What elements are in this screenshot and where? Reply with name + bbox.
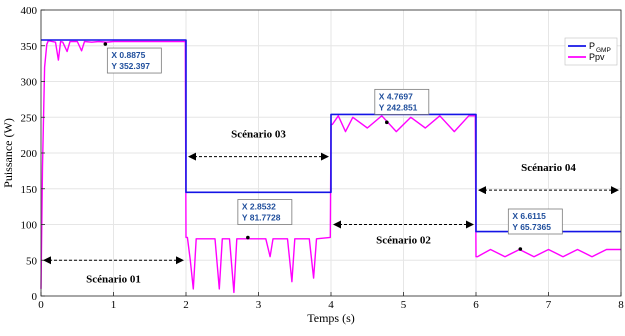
scenario-label: Scénario 01 <box>86 273 141 285</box>
datatip-marker <box>103 42 108 46</box>
legend-label: P <box>589 41 595 51</box>
datatip-y: Y 65.7365 <box>512 222 551 232</box>
series-layer <box>40 39 621 294</box>
x-tick-label: 5 <box>401 299 407 311</box>
y-tick-label: 0 <box>32 291 38 303</box>
y-tick-label: 50 <box>26 255 38 267</box>
y-tick-label: 400 <box>21 5 38 17</box>
y-tick-label: 250 <box>21 112 38 124</box>
scenario-label: Scénario 04 <box>521 162 576 174</box>
legend-label: Ppv <box>589 52 605 62</box>
x-tick-label: 6 <box>473 299 479 311</box>
y-tick-label: 300 <box>21 77 38 89</box>
x-tick-label: 8 <box>618 299 624 311</box>
datatip-box <box>106 47 162 74</box>
y-tick-label: 100 <box>21 220 38 232</box>
y-axis-label: Puissance (W) <box>1 118 15 188</box>
series-line-pgmp <box>41 39 621 233</box>
x-axis-label: Temps (s) <box>307 311 354 325</box>
x-tick-label: 7 <box>546 299 552 311</box>
y-tick-label: 200 <box>21 148 38 160</box>
datatip-x: X 6.6115 <box>512 211 546 221</box>
datatip-marker <box>246 235 250 240</box>
x-tick-label: 2 <box>183 299 189 311</box>
datatip-box <box>374 88 430 115</box>
ticks: 0 1 2 3 4 5 6 7 8 0 50 100 150 200 250 300 350 400 <box>21 5 625 311</box>
datatip-marker <box>385 120 389 125</box>
x-tick-label: 1 <box>111 299 117 311</box>
scenario-label: Scénario 03 <box>231 129 286 141</box>
datatip-y: Y 242.851 <box>379 102 418 112</box>
datatip-y: Y 81.7728 <box>242 213 281 223</box>
x-tick-label: 0 <box>38 299 44 311</box>
x-tick-label: 3 <box>256 299 262 311</box>
datatip-x: X 0.8875 <box>111 50 145 60</box>
datatip-y: Y 352.397 <box>111 61 150 71</box>
datatip-box <box>507 208 563 235</box>
datatip-box <box>237 199 293 225</box>
legend-label-subscript: GMP <box>596 47 611 54</box>
y-tick-label: 350 <box>21 41 38 53</box>
datatip-marker <box>518 247 523 251</box>
x-tick-label: 4 <box>328 299 334 311</box>
scenario-annotations: Scénario 01 Scénario 03 Scénario 02 Scénari… <box>43 129 619 285</box>
scenario-label: Scénario 02 <box>376 235 431 247</box>
series-line-ppv <box>40 40 621 294</box>
legend-box <box>564 37 618 66</box>
datatip-x: X 4.7697 <box>379 91 413 101</box>
datatip-x: X 2.8532 <box>242 202 276 212</box>
y-tick-label: 150 <box>21 184 38 196</box>
